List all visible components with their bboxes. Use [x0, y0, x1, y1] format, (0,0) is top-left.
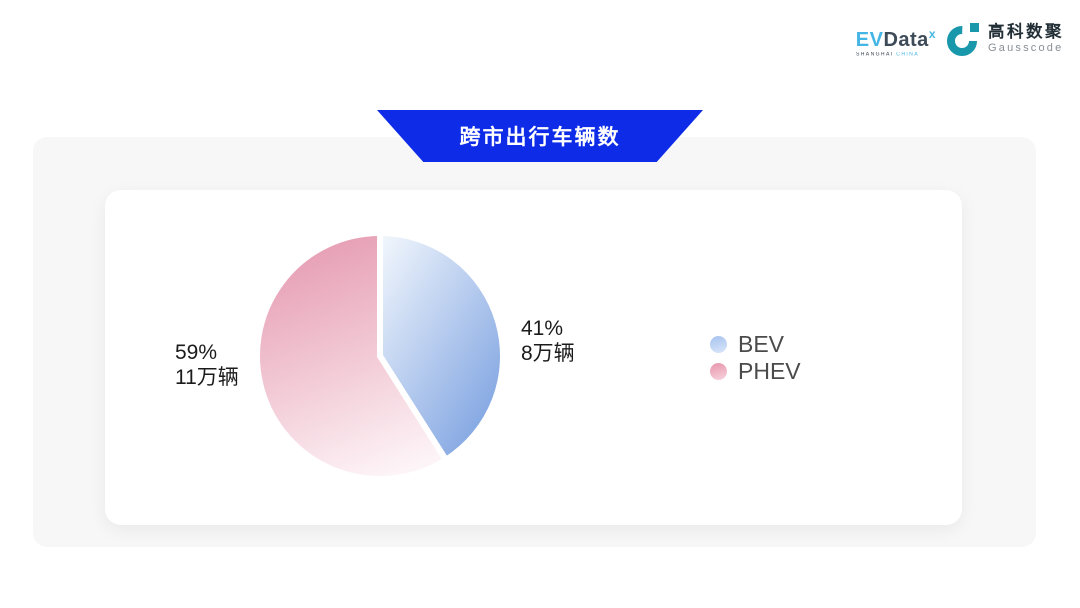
phev-legend-label: PHEV [738, 358, 801, 384]
chart-card [105, 190, 962, 525]
bev-legend-label: BEV [738, 331, 785, 357]
evdata-data-text: Data [883, 29, 929, 51]
section-title: 跨市出行车辆数 [459, 126, 621, 149]
evdata-subtext-left: SHANGHAI [855, 52, 894, 58]
evdata-subtext-right: CHINA [896, 52, 919, 58]
legend-item-phev[interactable]: PHEV [710, 358, 801, 385]
bev-value: 8万辆 [521, 342, 575, 365]
bev-percent: 41% [521, 317, 564, 340]
evdata-wordmark: EVDatax [856, 24, 936, 50]
legend-item-bev[interactable]: BEV [710, 331, 801, 358]
gausscode-texts: 高科数聚 Gausscode [988, 23, 1064, 55]
phev-percent: 59% [175, 341, 218, 364]
gausscode-logo: 高科数聚 Gausscode [946, 20, 1064, 58]
bev-legend-dot-icon [710, 336, 727, 353]
section-banner: 跨市出行车辆数 [377, 110, 703, 162]
pie-chart[interactable] [250, 226, 510, 486]
evdata-logo: EVDatax SHANGHAI CHINA [856, 24, 936, 58]
legend: BEV PHEV [710, 331, 801, 385]
phev-legend-dot-icon [710, 363, 727, 380]
logo-area: EVDatax SHANGHAI CHINA 高科数聚 Gausscode [856, 20, 1064, 58]
phev-slice-label: 59% 11万辆 [175, 340, 239, 390]
evdata-ev-text: EV [855, 29, 884, 51]
gausscode-en-name: Gausscode [988, 42, 1064, 54]
phev-value: 11万辆 [175, 366, 239, 389]
evdata-x-icon: x [928, 27, 936, 41]
gausscode-cn-name: 高科数聚 [988, 23, 1064, 41]
phev-pie-slice[interactable] [254, 230, 449, 482]
evdata-subtext: SHANGHAI CHINA [856, 52, 924, 57]
gausscode-g-icon [947, 23, 979, 56]
bev-slice-label: 41% 8万辆 [521, 316, 575, 366]
